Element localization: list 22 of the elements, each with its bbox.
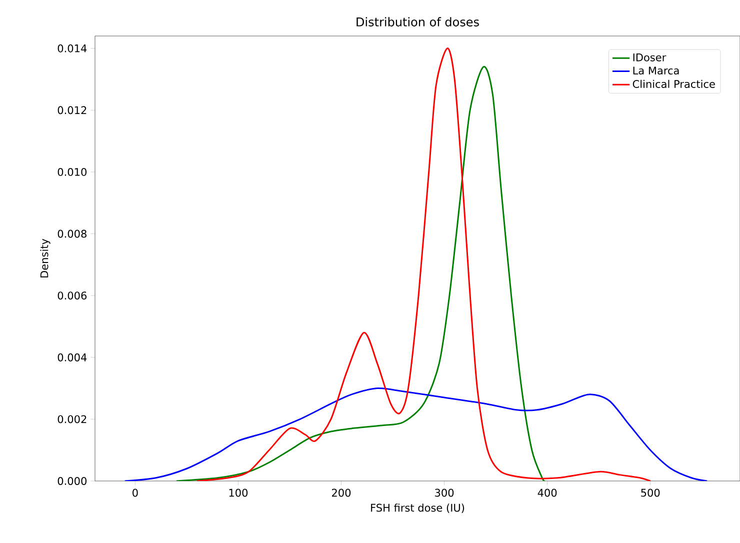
y-tick-label: 0.008 <box>58 230 86 238</box>
y-tick-label: 0.014 <box>58 44 87 52</box>
legend-label: IDoser <box>633 54 666 62</box>
y-tick-label: 0.006 <box>58 292 87 300</box>
x-tick-label: 200 <box>332 488 351 497</box>
chart-title: Distribution of doses <box>356 17 479 26</box>
y-tick-label: 0.004 <box>58 353 87 362</box>
line-series <box>176 66 546 481</box>
y-tick-label: 0.002 <box>58 415 86 424</box>
y-axis-title: Density <box>40 238 50 278</box>
y-tick-label: 0.000 <box>58 477 86 485</box>
line-series <box>124 388 708 481</box>
x-tick-label: 100 <box>229 488 248 497</box>
x-tick-label: 300 <box>435 488 454 497</box>
y-tick-label: 0.012 <box>58 106 86 114</box>
x-tick-label: 500 <box>641 488 660 497</box>
x-axis-title: FSH first dose (IU) <box>371 504 464 513</box>
x-tick-label: 400 <box>538 488 557 497</box>
legend-label: La Marca <box>633 66 679 74</box>
y-tick-label: 0.010 <box>58 168 86 176</box>
x-tick-label: 0 <box>132 488 138 497</box>
legend-label: Clinical Practice <box>632 80 715 88</box>
